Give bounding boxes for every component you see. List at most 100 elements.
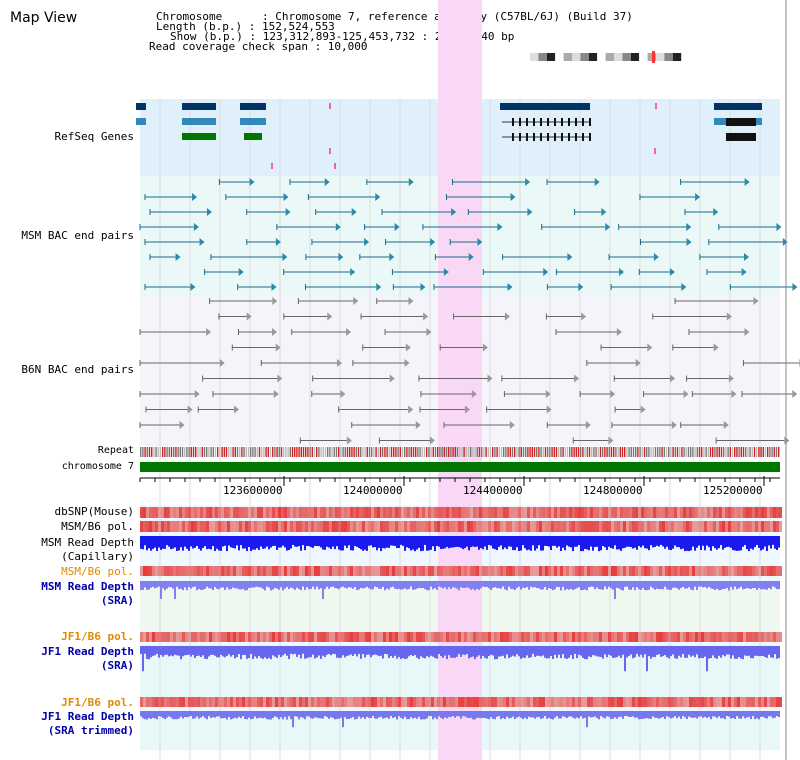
msm-pol-heat-cell [500,521,503,532]
msm-depth-cap-bar [510,536,512,547]
jf1-depth-trim-bar [702,711,704,718]
jf1-depth-sra-bar [388,646,390,659]
jf1-pol2-heat-cell [248,697,251,707]
msm-pol2-heat-cell [629,566,632,576]
repeat-element [377,447,379,457]
dbsnp-heat-cell [767,507,770,518]
msm-depth-cap-bar [656,536,658,546]
jf1-pol2-heat-cell [464,697,467,707]
jf1-depth-trim-bar [452,711,454,717]
msm-depth-cap-bar [610,536,612,548]
jf1-depth-trim-bar [624,711,626,716]
msm-depth-sra-bar [362,581,364,589]
msm-depth-cap-bar [162,536,164,549]
msm-pol2-heat-cell [719,566,722,576]
dbsnp-heat-cell [338,507,341,518]
msm-depth-cap-bar [628,536,630,547]
b6n-bac-arrow [683,390,689,398]
repeat-element [771,447,773,457]
msm-pol-heat-cell [752,521,755,532]
jf1-pol-heat-cell [311,632,314,642]
b6n-bac-arrow [277,374,283,383]
msm-depth-sra-bar [526,581,528,588]
msm-pol2-heat-cell [422,566,425,576]
msm-depth-sra-bar [230,581,232,590]
msm-bac-arrow [686,238,692,246]
jf1-depth-sra-bar [580,646,582,656]
msm-pol2-heat-cell [284,566,287,576]
msm-pol-heat-cell [278,521,281,532]
jf1-pol-heat-cell [380,632,383,642]
dbsnp-heat-cell [206,507,209,518]
refseq-gene [182,103,216,110]
jf1-depth-sra-bar [608,646,610,655]
msm-depth-sra-bar [218,581,220,590]
msm-depth-sra-bar [446,581,448,590]
repeat-element [599,447,602,457]
msm-depth-sra-bar [680,581,682,589]
repeat-element [701,447,703,457]
msm-depth-sra-bar [730,581,732,587]
jf1-pol2-heat-cell [743,697,746,707]
msm-depth-cap-bar [720,536,722,546]
msm-depth-sra-bar [480,581,482,589]
msm-pol-heat-cell [329,521,332,532]
jf1-depth-sra-bar [778,646,780,658]
msm-depth-cap-bar [584,536,586,549]
dbsnp-heat-cell [260,507,263,518]
jf1-depth-trim-bar [292,711,294,728]
msm-pol-heat-cell [299,521,302,532]
jf1-depth-trim-bar [614,711,616,718]
msm-depth-sra-bar [304,581,306,591]
msm-pol-heat-cell [350,521,353,532]
dbsnp-heat-cell [548,507,551,518]
msm-pol-heat-cell [476,521,479,532]
msm-depth-sra-bar [656,581,658,589]
repeat-element [419,447,421,457]
jf1-depth-trim-bar [762,711,764,717]
msm-depth-cap-bar [774,536,776,549]
dbsnp-heat-cell [668,507,671,518]
msm-depth-sra-bar [178,581,180,590]
dbsnp-heat-cell [398,507,401,518]
repeat-element [481,447,483,457]
jf1-depth-trim-bar [350,711,352,719]
msm-pol2-heat-cell [362,566,365,576]
jf1-pol2-heat-cell [569,697,572,707]
dbsnp-heat-cell [554,507,557,518]
msm-pol2-heat-cell [755,566,758,576]
msm-depth-cap-bar [642,536,644,546]
repeat-element [685,447,687,457]
msm-depth-sra-bar [436,581,438,590]
msm-pol2-heat-cell [677,566,680,576]
track-label-b6n-bac[interactable]: B6N BAC end pairs [21,363,134,376]
repeat-element [179,447,181,457]
msm-depth-sra-bar [528,581,530,590]
jf1-depth-trim-bar [606,711,608,717]
jf1-depth-sra-bar [452,646,454,658]
track-label-msm-bac[interactable]: MSM BAC end pairs [21,229,134,242]
msm-bac-arrow [338,253,344,261]
msm-pol2-heat-cell [767,566,770,576]
b6n-bac-arrow [744,328,750,336]
jf1-pol-heat-cell [200,632,203,642]
msm-pol-heat-cell [218,521,221,532]
track-label-refseq[interactable]: RefSeq Genes [54,130,134,143]
repeat-element [542,447,544,457]
msm-pol2-heat-cell [158,566,161,576]
msm-pol2-heat-cell [311,566,314,576]
msm-bac-arrow [653,253,659,261]
jf1-depth-trim-bar [224,711,226,718]
msm-pol2-heat-cell [599,566,602,576]
msm-depth-sra-bar [698,581,700,587]
repeat-element [727,447,729,457]
msm-depth-cap-bar [738,536,740,551]
msm-depth-cap-bar [566,536,568,546]
msm-depth-cap-bar [258,536,260,551]
jf1-depth-sra-bar [536,646,538,656]
msm-depth-cap-bar [742,536,744,547]
msm-depth-cap-bar [354,536,356,547]
msm-pol-heat-cell [638,521,641,532]
dbsnp-heat-cell [218,507,221,518]
